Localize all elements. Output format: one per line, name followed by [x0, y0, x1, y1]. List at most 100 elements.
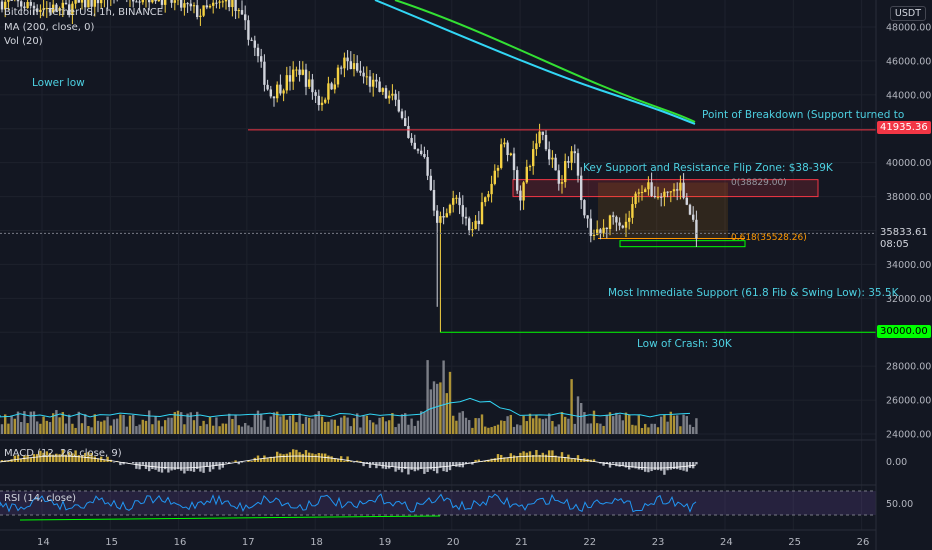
- rsi-line: [0, 493, 697, 513]
- volume-bar: [234, 414, 237, 434]
- candle-body: [384, 88, 388, 99]
- candle-body: [52, 4, 55, 13]
- volume-bar: [576, 396, 580, 434]
- volume-bar: [404, 413, 407, 434]
- candle-body: [183, 3, 186, 8]
- candle-body: [522, 182, 525, 201]
- candle-body: [570, 151, 573, 163]
- candle-body: [154, 0, 157, 2]
- macd-bar: [64, 454, 68, 462]
- candle-body: [61, 2, 64, 8]
- ma-green-line: [394, 0, 696, 123]
- volume-bar: [605, 414, 608, 434]
- macd-bar: [365, 462, 368, 464]
- volume-bar: [596, 423, 599, 434]
- candle-body: [452, 198, 455, 205]
- candle-body: [519, 190, 522, 201]
- candle-body: [68, 4, 71, 16]
- candlesticks: [0, 0, 698, 333]
- volume-bar: [663, 414, 666, 434]
- volume-bar: [237, 425, 240, 434]
- volume-bar: [100, 421, 103, 434]
- volume-bar: [394, 427, 397, 434]
- volume-bar: [541, 419, 544, 434]
- time-tick-label: 15: [105, 537, 118, 548]
- rsi-legend[interactable]: RSI (14, close): [4, 493, 77, 504]
- volume-bar: [180, 412, 183, 434]
- volume-bar: [84, 414, 87, 434]
- candle-body: [586, 215, 589, 219]
- candle-body: [330, 83, 333, 90]
- macd-bar: [80, 455, 84, 462]
- time-tick-label: 25: [788, 537, 801, 548]
- candle-body: [551, 157, 554, 160]
- candle-body: [288, 75, 292, 82]
- macd-bar: [218, 462, 221, 470]
- macd-bar: [679, 462, 682, 470]
- candle-body: [20, 1, 23, 7]
- macd-bar: [237, 462, 240, 465]
- ma-legend[interactable]: MA (200, close, 0): [4, 22, 95, 33]
- axis-background: [876, 0, 932, 550]
- macd-bar: [541, 452, 544, 462]
- candle-body: [589, 218, 592, 236]
- macd-bar: [122, 462, 125, 465]
- candle-body: [180, 0, 183, 8]
- candle-body: [468, 218, 471, 231]
- volume-bar: [397, 423, 400, 434]
- macd-bar: [7, 460, 10, 462]
- macd-legend[interactable]: MACD (12, 26, close, 9): [4, 448, 122, 459]
- candle-body: [656, 196, 660, 198]
- volume-bar: [266, 426, 269, 434]
- volume-bar: [87, 426, 90, 434]
- macd-bar: [164, 462, 167, 470]
- time-tick-label: 16: [174, 537, 187, 548]
- volume-bar: [333, 419, 336, 434]
- volume-bar: [176, 410, 180, 434]
- volume-bar: [503, 420, 506, 434]
- macd-bar: [602, 462, 605, 466]
- candle-body: [346, 57, 349, 62]
- time-tick-label: 26: [857, 537, 870, 548]
- candle-body: [308, 79, 311, 87]
- volume-bar: [212, 425, 215, 434]
- candle-body: [64, 2, 68, 5]
- volume-bar: [388, 420, 391, 434]
- candle-body: [420, 150, 423, 155]
- macd-bar: [180, 462, 183, 471]
- candle-body: [160, 0, 164, 5]
- volume-bar: [455, 420, 458, 434]
- macd-bar: [644, 462, 647, 472]
- candle-body: [164, 0, 167, 5]
- macd-bar: [544, 454, 548, 462]
- candle-body: [336, 67, 340, 85]
- volume-bar: [301, 423, 304, 434]
- macd-tick-label: 0.00: [886, 457, 907, 468]
- currency-selector[interactable]: USDT: [889, 6, 926, 21]
- candle-body: [349, 61, 352, 70]
- volume-bar: [352, 418, 356, 434]
- macd-bar: [0, 460, 4, 462]
- volume-bar: [653, 423, 656, 434]
- volume-ma-line: [0, 397, 691, 418]
- volume-bar: [36, 421, 39, 434]
- support-box: [619, 240, 746, 248]
- candle-body: [39, 9, 42, 12]
- candle-body: [512, 153, 516, 171]
- volume-bar: [660, 416, 663, 434]
- price-tick-label: 38000.00: [886, 192, 931, 203]
- candle-body: [464, 216, 468, 219]
- macd-bar: [346, 456, 349, 462]
- volume-bar: [512, 426, 516, 434]
- candle-body: [135, 1, 138, 3]
- macd-bar: [631, 462, 634, 468]
- volume-bar: [240, 426, 244, 434]
- candle-body: [663, 191, 666, 198]
- volume-legend[interactable]: Vol (20): [4, 36, 43, 47]
- volume-bar: [96, 420, 100, 434]
- macd-bar: [135, 462, 138, 469]
- macd-bar: [512, 455, 516, 462]
- macd-bar: [426, 462, 429, 472]
- macd-bar: [215, 462, 218, 466]
